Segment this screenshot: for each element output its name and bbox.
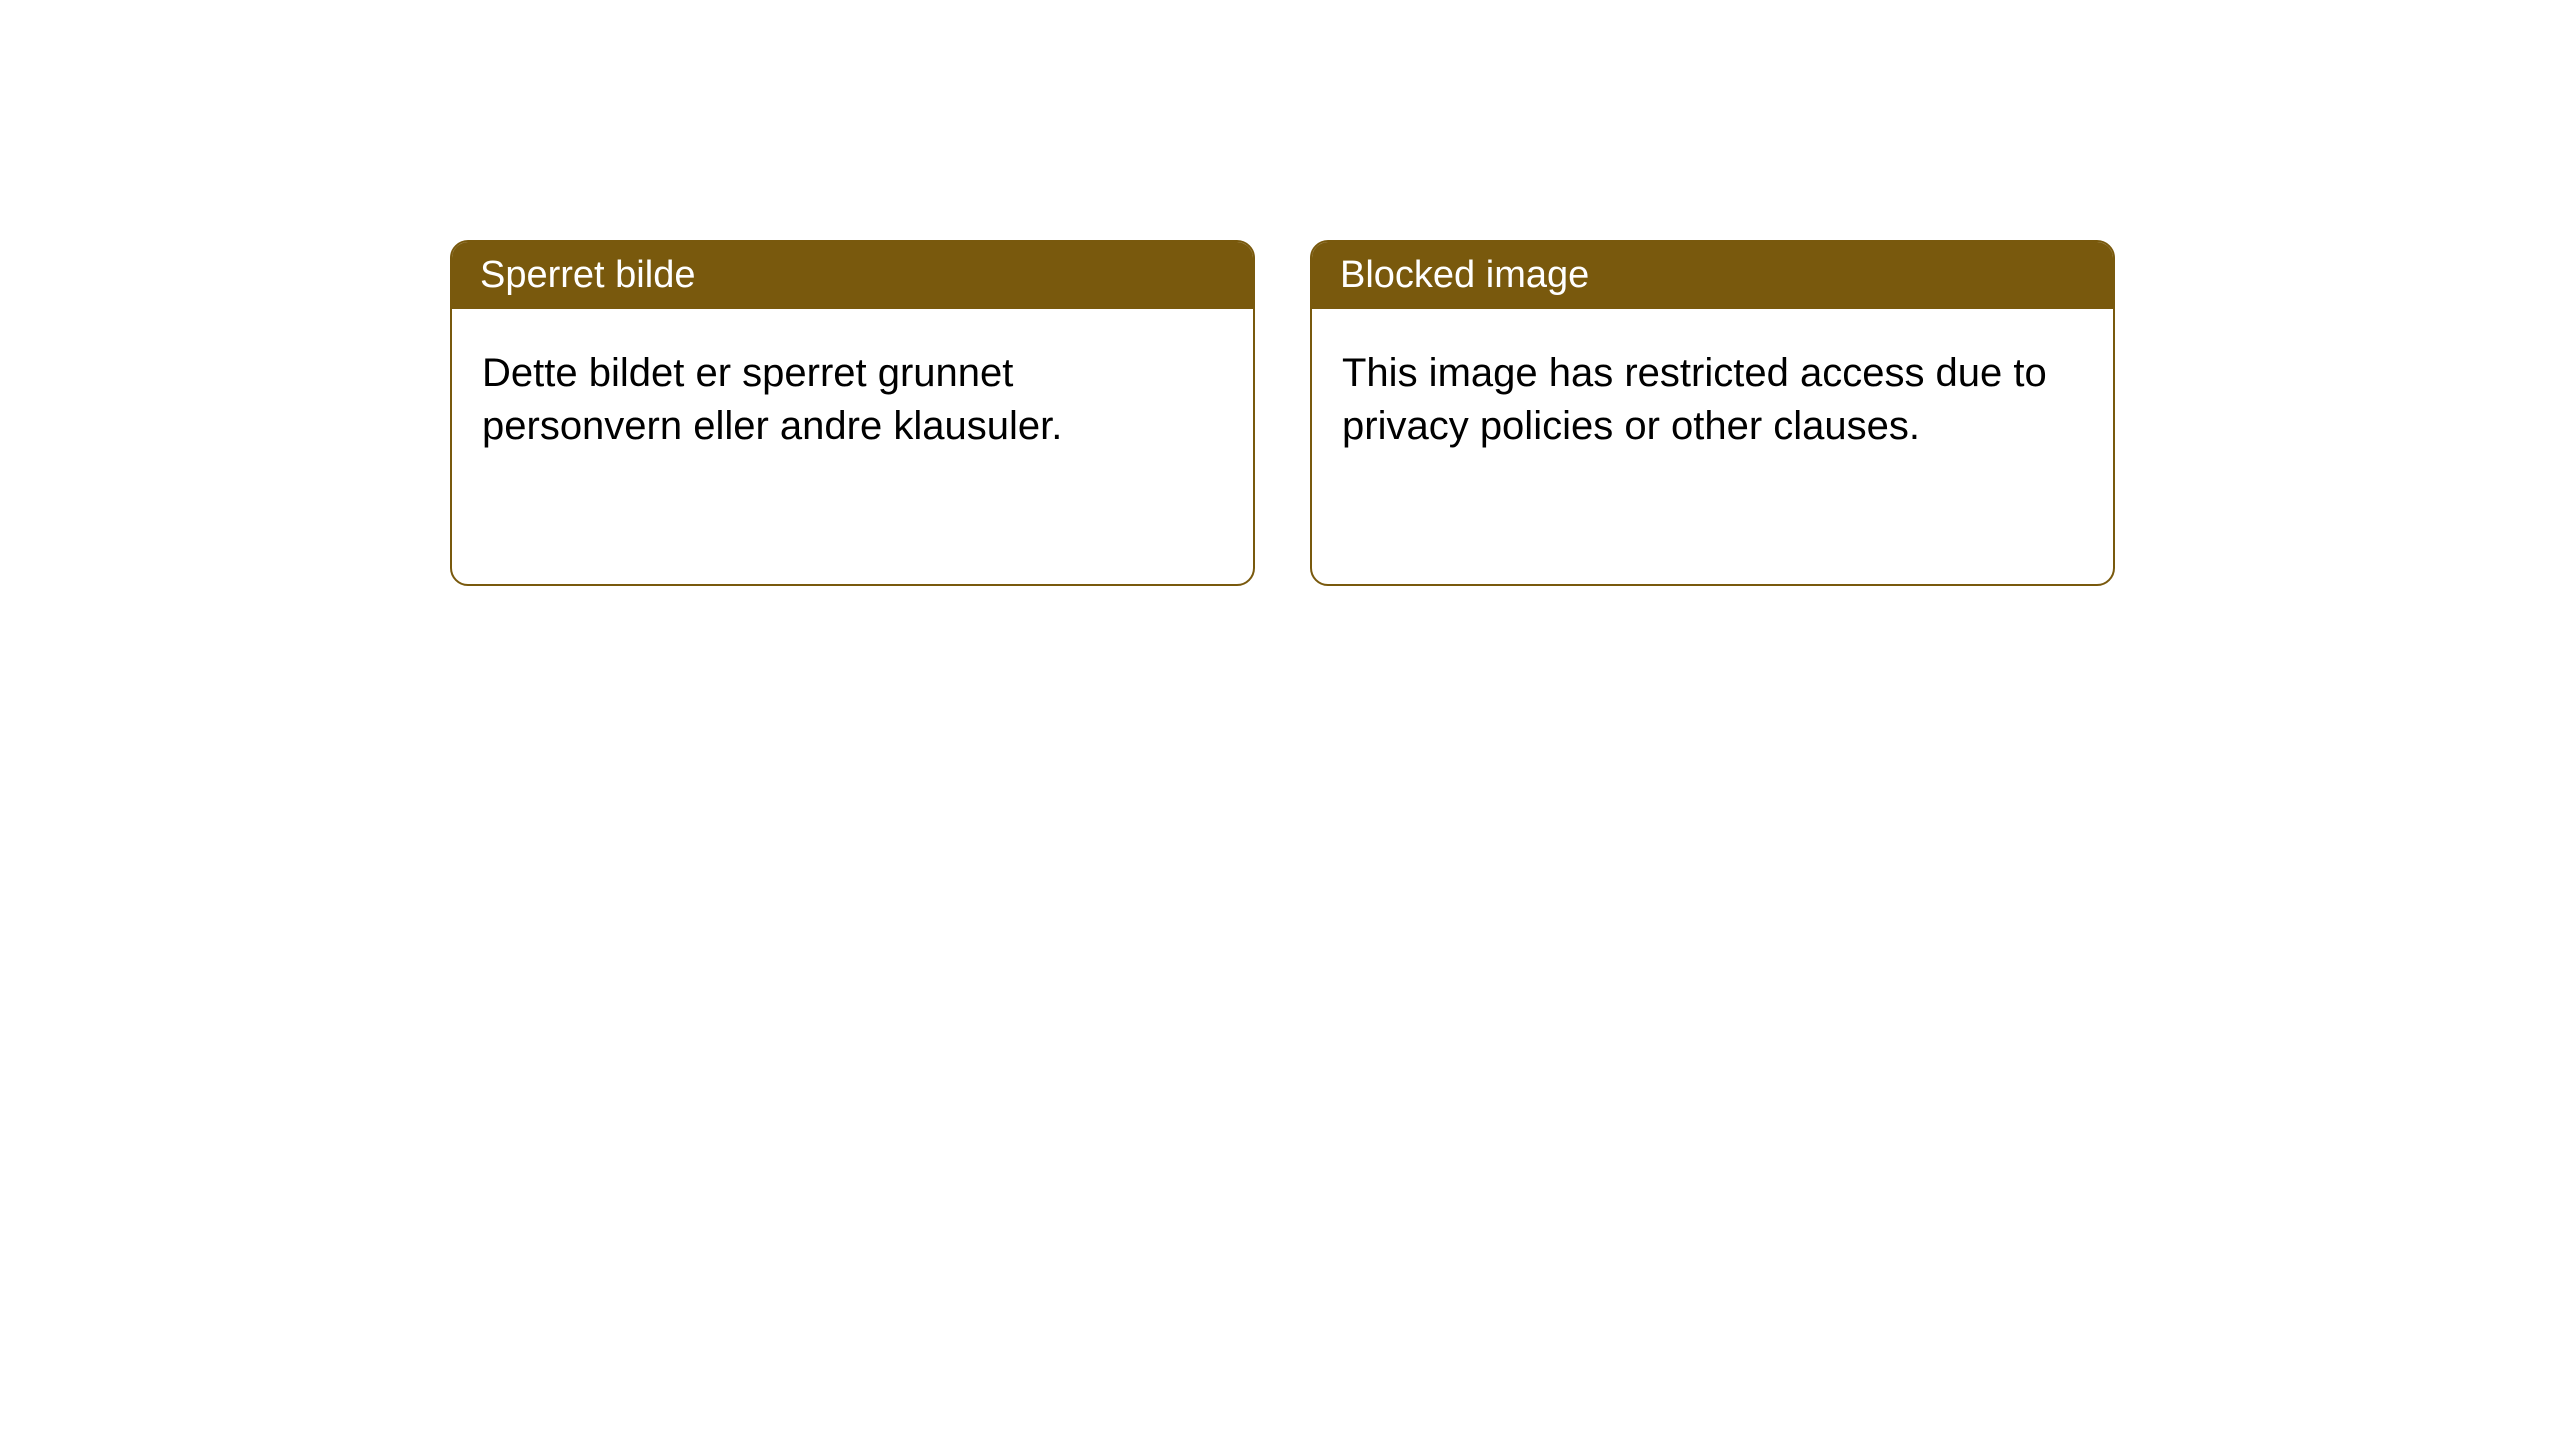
card-header: Blocked image	[1312, 242, 2113, 309]
card-body: This image has restricted access due to …	[1312, 309, 2113, 584]
card-message: Dette bildet er sperret grunnet personve…	[482, 351, 1062, 448]
notice-cards-container: Sperret bilde Dette bildet er sperret gr…	[0, 0, 2560, 586]
card-title: Blocked image	[1340, 254, 1589, 296]
card-body: Dette bildet er sperret grunnet personve…	[452, 309, 1253, 584]
card-message: This image has restricted access due to …	[1342, 351, 2047, 448]
blocked-image-card-english: Blocked image This image has restricted …	[1310, 240, 2115, 586]
blocked-image-card-norwegian: Sperret bilde Dette bildet er sperret gr…	[450, 240, 1255, 586]
card-header: Sperret bilde	[452, 242, 1253, 309]
card-title: Sperret bilde	[480, 254, 695, 296]
